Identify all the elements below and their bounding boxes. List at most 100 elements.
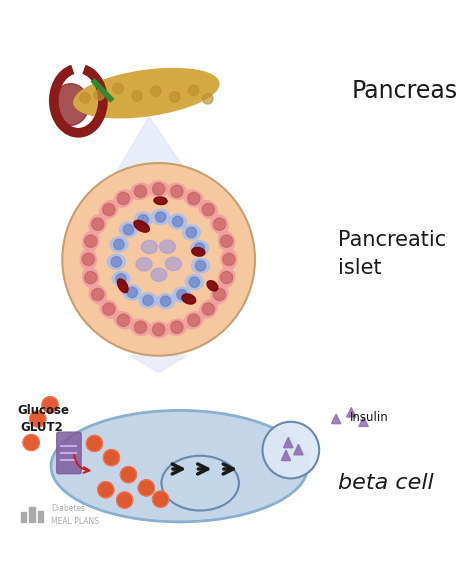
Ellipse shape bbox=[108, 254, 125, 270]
Circle shape bbox=[170, 92, 180, 102]
Circle shape bbox=[103, 204, 115, 216]
Polygon shape bbox=[90, 117, 217, 217]
Circle shape bbox=[173, 216, 183, 227]
Ellipse shape bbox=[51, 411, 308, 522]
Circle shape bbox=[132, 91, 142, 101]
Circle shape bbox=[116, 274, 126, 284]
FancyBboxPatch shape bbox=[57, 432, 81, 474]
Circle shape bbox=[177, 289, 187, 300]
Ellipse shape bbox=[185, 275, 203, 290]
Text: Diabetes
MEAL PLANS: Diabetes MEAL PLANS bbox=[51, 504, 99, 526]
Ellipse shape bbox=[154, 197, 167, 205]
Text: Insulin: Insulin bbox=[349, 411, 388, 424]
Ellipse shape bbox=[134, 212, 152, 227]
Ellipse shape bbox=[156, 294, 174, 309]
Circle shape bbox=[23, 434, 39, 451]
Circle shape bbox=[80, 92, 90, 103]
Ellipse shape bbox=[114, 312, 133, 329]
FancyArrowPatch shape bbox=[198, 464, 208, 474]
Circle shape bbox=[195, 261, 206, 271]
Circle shape bbox=[120, 466, 137, 483]
Circle shape bbox=[223, 253, 235, 266]
Ellipse shape bbox=[182, 294, 196, 304]
Circle shape bbox=[160, 296, 171, 306]
Ellipse shape bbox=[219, 268, 235, 287]
Circle shape bbox=[153, 491, 169, 507]
Ellipse shape bbox=[89, 215, 106, 233]
Circle shape bbox=[42, 396, 58, 413]
Bar bbox=[29, 506, 35, 522]
Circle shape bbox=[153, 324, 165, 336]
Circle shape bbox=[202, 204, 215, 216]
Ellipse shape bbox=[119, 222, 137, 237]
Circle shape bbox=[263, 422, 319, 478]
Ellipse shape bbox=[184, 312, 203, 329]
Circle shape bbox=[143, 295, 153, 306]
Ellipse shape bbox=[211, 215, 228, 233]
Ellipse shape bbox=[211, 285, 228, 304]
Circle shape bbox=[134, 186, 146, 197]
Ellipse shape bbox=[152, 209, 170, 224]
Circle shape bbox=[189, 277, 200, 288]
Circle shape bbox=[151, 86, 161, 96]
Ellipse shape bbox=[192, 248, 205, 256]
Circle shape bbox=[111, 257, 121, 267]
Ellipse shape bbox=[162, 456, 239, 510]
Circle shape bbox=[91, 218, 104, 230]
Ellipse shape bbox=[149, 181, 169, 197]
Circle shape bbox=[188, 192, 200, 205]
Polygon shape bbox=[346, 408, 356, 417]
Ellipse shape bbox=[219, 231, 235, 251]
Ellipse shape bbox=[82, 231, 99, 251]
Ellipse shape bbox=[173, 287, 191, 302]
Polygon shape bbox=[359, 417, 368, 426]
Circle shape bbox=[134, 321, 146, 333]
Ellipse shape bbox=[131, 183, 150, 200]
Circle shape bbox=[62, 163, 255, 356]
Circle shape bbox=[138, 215, 148, 225]
Circle shape bbox=[86, 435, 102, 452]
Circle shape bbox=[202, 303, 215, 315]
Ellipse shape bbox=[167, 319, 187, 336]
Text: GLUT2: GLUT2 bbox=[21, 421, 64, 434]
Ellipse shape bbox=[53, 83, 89, 125]
Circle shape bbox=[188, 85, 199, 95]
Circle shape bbox=[194, 243, 205, 253]
Circle shape bbox=[118, 192, 129, 205]
Circle shape bbox=[84, 271, 97, 284]
Bar bbox=[21, 513, 27, 522]
Circle shape bbox=[118, 314, 129, 327]
Ellipse shape bbox=[191, 240, 209, 255]
Circle shape bbox=[123, 224, 134, 235]
Ellipse shape bbox=[149, 321, 169, 338]
Circle shape bbox=[138, 480, 155, 496]
Circle shape bbox=[127, 287, 137, 298]
Ellipse shape bbox=[207, 281, 218, 291]
Circle shape bbox=[103, 303, 115, 315]
Circle shape bbox=[117, 492, 133, 508]
Polygon shape bbox=[130, 356, 187, 373]
Ellipse shape bbox=[123, 285, 141, 300]
Ellipse shape bbox=[191, 258, 210, 273]
Ellipse shape bbox=[89, 285, 106, 304]
Ellipse shape bbox=[100, 201, 118, 219]
Ellipse shape bbox=[221, 249, 237, 269]
Ellipse shape bbox=[165, 257, 182, 271]
Ellipse shape bbox=[110, 237, 128, 252]
Text: beta cell: beta cell bbox=[338, 473, 434, 493]
Ellipse shape bbox=[139, 293, 157, 308]
Circle shape bbox=[171, 321, 183, 333]
Ellipse shape bbox=[151, 268, 167, 281]
Circle shape bbox=[213, 218, 226, 230]
Circle shape bbox=[114, 239, 124, 250]
Ellipse shape bbox=[184, 190, 203, 207]
Ellipse shape bbox=[169, 214, 187, 229]
Circle shape bbox=[213, 288, 226, 301]
Circle shape bbox=[220, 271, 233, 284]
Bar bbox=[38, 510, 44, 522]
Ellipse shape bbox=[167, 183, 187, 200]
Polygon shape bbox=[331, 414, 341, 424]
Ellipse shape bbox=[134, 221, 149, 232]
Circle shape bbox=[188, 314, 200, 327]
Text: Pancreatic
islet: Pancreatic islet bbox=[338, 230, 447, 277]
